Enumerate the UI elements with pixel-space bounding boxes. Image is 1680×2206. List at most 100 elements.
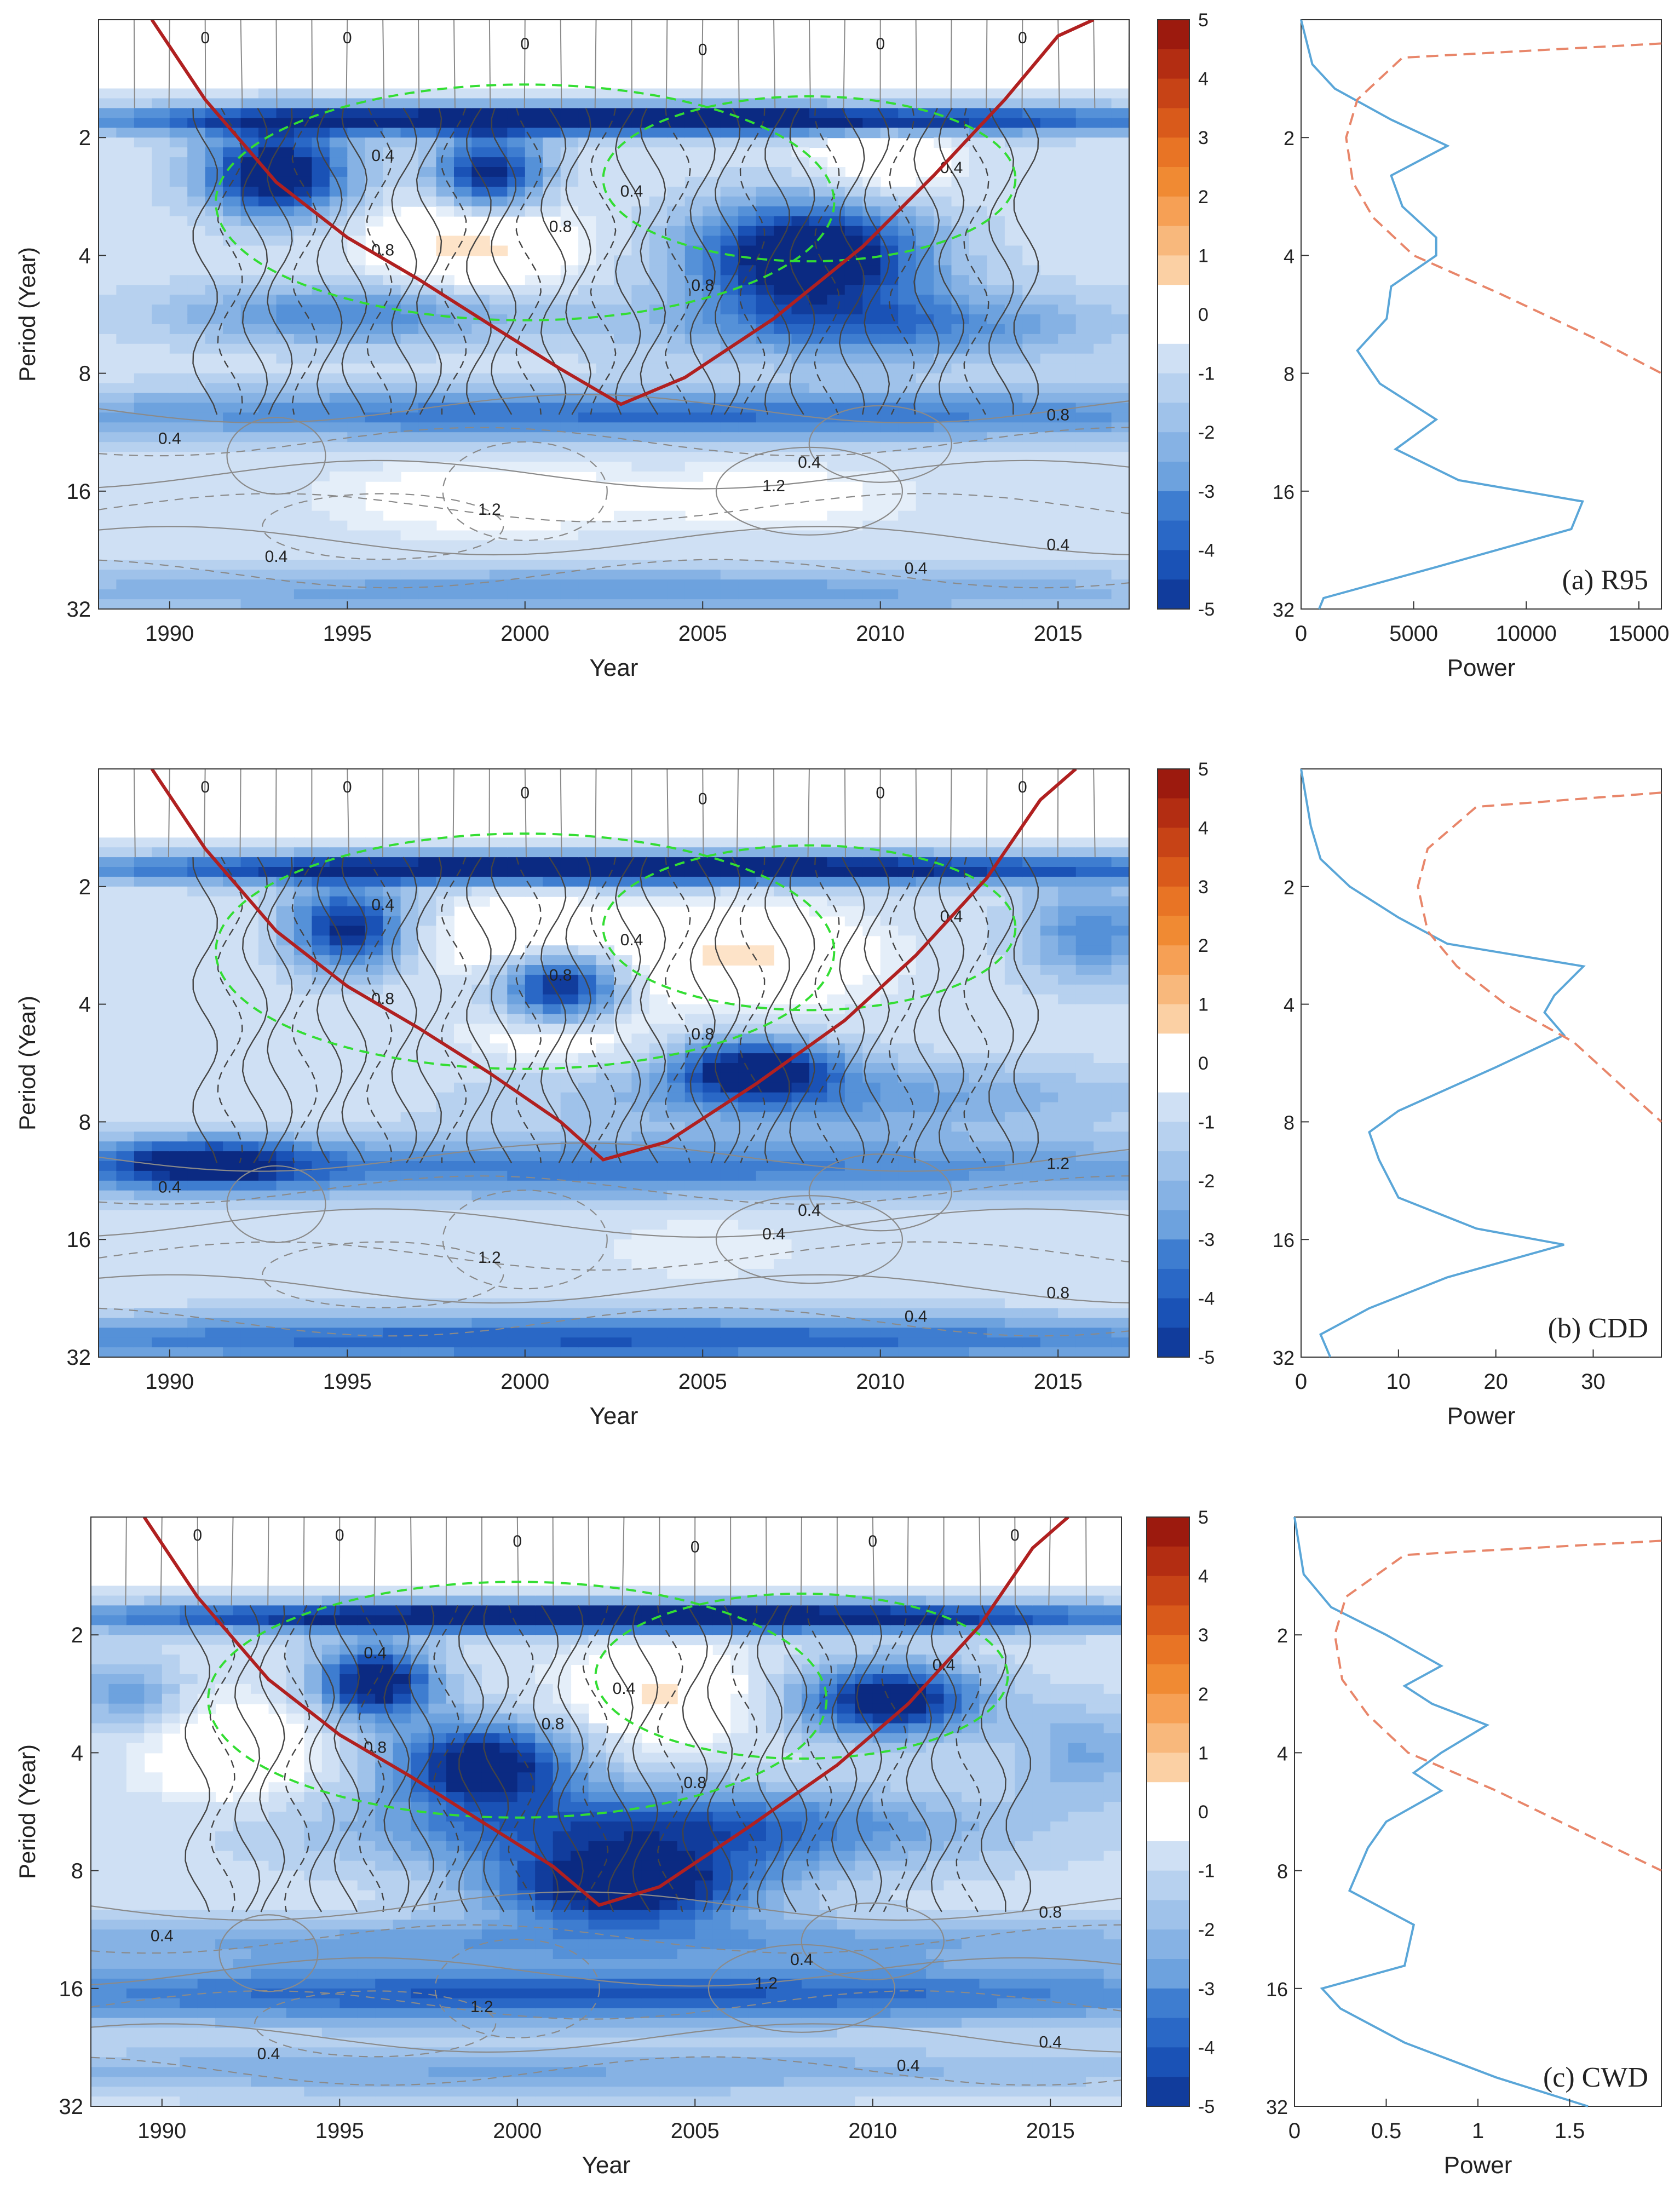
field-cell <box>507 1259 526 1269</box>
field-cell <box>418 994 437 1005</box>
field-cell <box>684 837 704 848</box>
field-cell <box>1040 343 1059 354</box>
field-cell <box>987 324 1005 335</box>
field-cell <box>969 471 988 482</box>
field-cell <box>667 520 686 531</box>
field-cell <box>1111 432 1129 443</box>
field-cell <box>1075 245 1095 256</box>
field-cell <box>756 1288 774 1299</box>
field-cell <box>1022 265 1041 276</box>
spectrum-frame <box>1301 19 1662 610</box>
field-cell <box>365 1170 384 1181</box>
field-cell <box>880 363 899 374</box>
field-cell <box>649 343 668 354</box>
field-cell <box>578 1112 597 1123</box>
field-cell <box>240 510 259 521</box>
field-cell <box>240 955 259 966</box>
field-cell <box>116 1112 135 1123</box>
field-cell <box>649 579 668 590</box>
field-cell <box>916 128 934 139</box>
field-cell <box>418 1072 437 1083</box>
field-cell <box>703 1141 721 1152</box>
field-cell <box>578 589 597 600</box>
field-cell <box>99 550 117 561</box>
field-cell <box>134 275 153 286</box>
field-cell <box>791 857 810 868</box>
field-cell <box>525 550 544 561</box>
field-cell <box>525 1288 544 1299</box>
field-cell <box>1040 432 1059 443</box>
field-cell <box>116 1014 135 1025</box>
field-cell <box>471 1122 490 1133</box>
field-cell <box>756 867 774 877</box>
field-cell <box>116 373 135 384</box>
field-cell <box>400 965 419 975</box>
field-cell <box>880 118 899 129</box>
field-cell <box>951 285 970 296</box>
field-cell <box>240 452 259 462</box>
field-cell <box>329 560 348 571</box>
field-cell <box>400 452 419 462</box>
field-cell <box>329 1161 348 1171</box>
field-cell <box>294 935 313 946</box>
field-cell <box>365 1210 384 1221</box>
field-cell <box>294 857 313 868</box>
field-cell <box>774 1043 792 1054</box>
field-cell <box>578 1347 597 1357</box>
field-cell <box>312 462 330 472</box>
field-cell <box>649 530 668 541</box>
field-cell <box>1004 147 1023 158</box>
field-cell <box>294 510 313 521</box>
field-cell <box>187 452 206 462</box>
field-cell <box>223 1200 241 1211</box>
field-cell <box>383 1190 401 1201</box>
contour-line <box>442 441 608 541</box>
field-cell <box>560 579 579 590</box>
field-cell <box>258 314 277 325</box>
field-cell <box>223 1318 241 1329</box>
colorbar-band <box>1158 462 1189 492</box>
field-cell <box>258 847 277 858</box>
field-cell <box>329 1024 348 1035</box>
field-cell <box>720 275 739 286</box>
field-cell <box>187 412 206 423</box>
field-cell <box>738 1092 757 1103</box>
field-cell <box>507 1230 526 1240</box>
field-cell <box>703 1170 721 1181</box>
field-cell <box>791 1122 810 1133</box>
field-cell <box>1004 295 1023 305</box>
field-cell <box>649 1230 668 1240</box>
field-cell <box>312 442 330 452</box>
field-cell <box>827 118 845 129</box>
field-cell <box>223 412 241 423</box>
field-cell <box>596 994 614 1005</box>
field-cell <box>187 157 206 168</box>
field-cell <box>720 1220 739 1231</box>
field-cell <box>258 343 277 354</box>
field-cell <box>560 1102 579 1113</box>
field-cell <box>276 1190 295 1201</box>
field-cell <box>294 501 313 512</box>
field-cell <box>703 886 721 897</box>
field-cell <box>1058 216 1077 227</box>
field-cell <box>454 1210 473 1221</box>
field-cell <box>525 955 544 966</box>
field-cell <box>898 589 917 600</box>
colorbar-band <box>1158 108 1189 139</box>
field-cell <box>898 334 917 344</box>
field-cell <box>365 589 384 600</box>
field-cell <box>134 265 153 276</box>
field-cell <box>596 1024 614 1035</box>
field-cell <box>649 462 668 472</box>
field-cell <box>312 520 330 531</box>
field-cell <box>916 579 934 590</box>
field-cell <box>667 510 686 521</box>
field-cell <box>1058 334 1077 344</box>
field-cell <box>898 501 917 512</box>
field-cell <box>809 265 828 276</box>
field-cell <box>454 1161 473 1171</box>
field-cell <box>827 343 845 354</box>
field-cell <box>436 1337 454 1348</box>
field-cell <box>152 1024 170 1035</box>
field-cell <box>667 471 686 482</box>
